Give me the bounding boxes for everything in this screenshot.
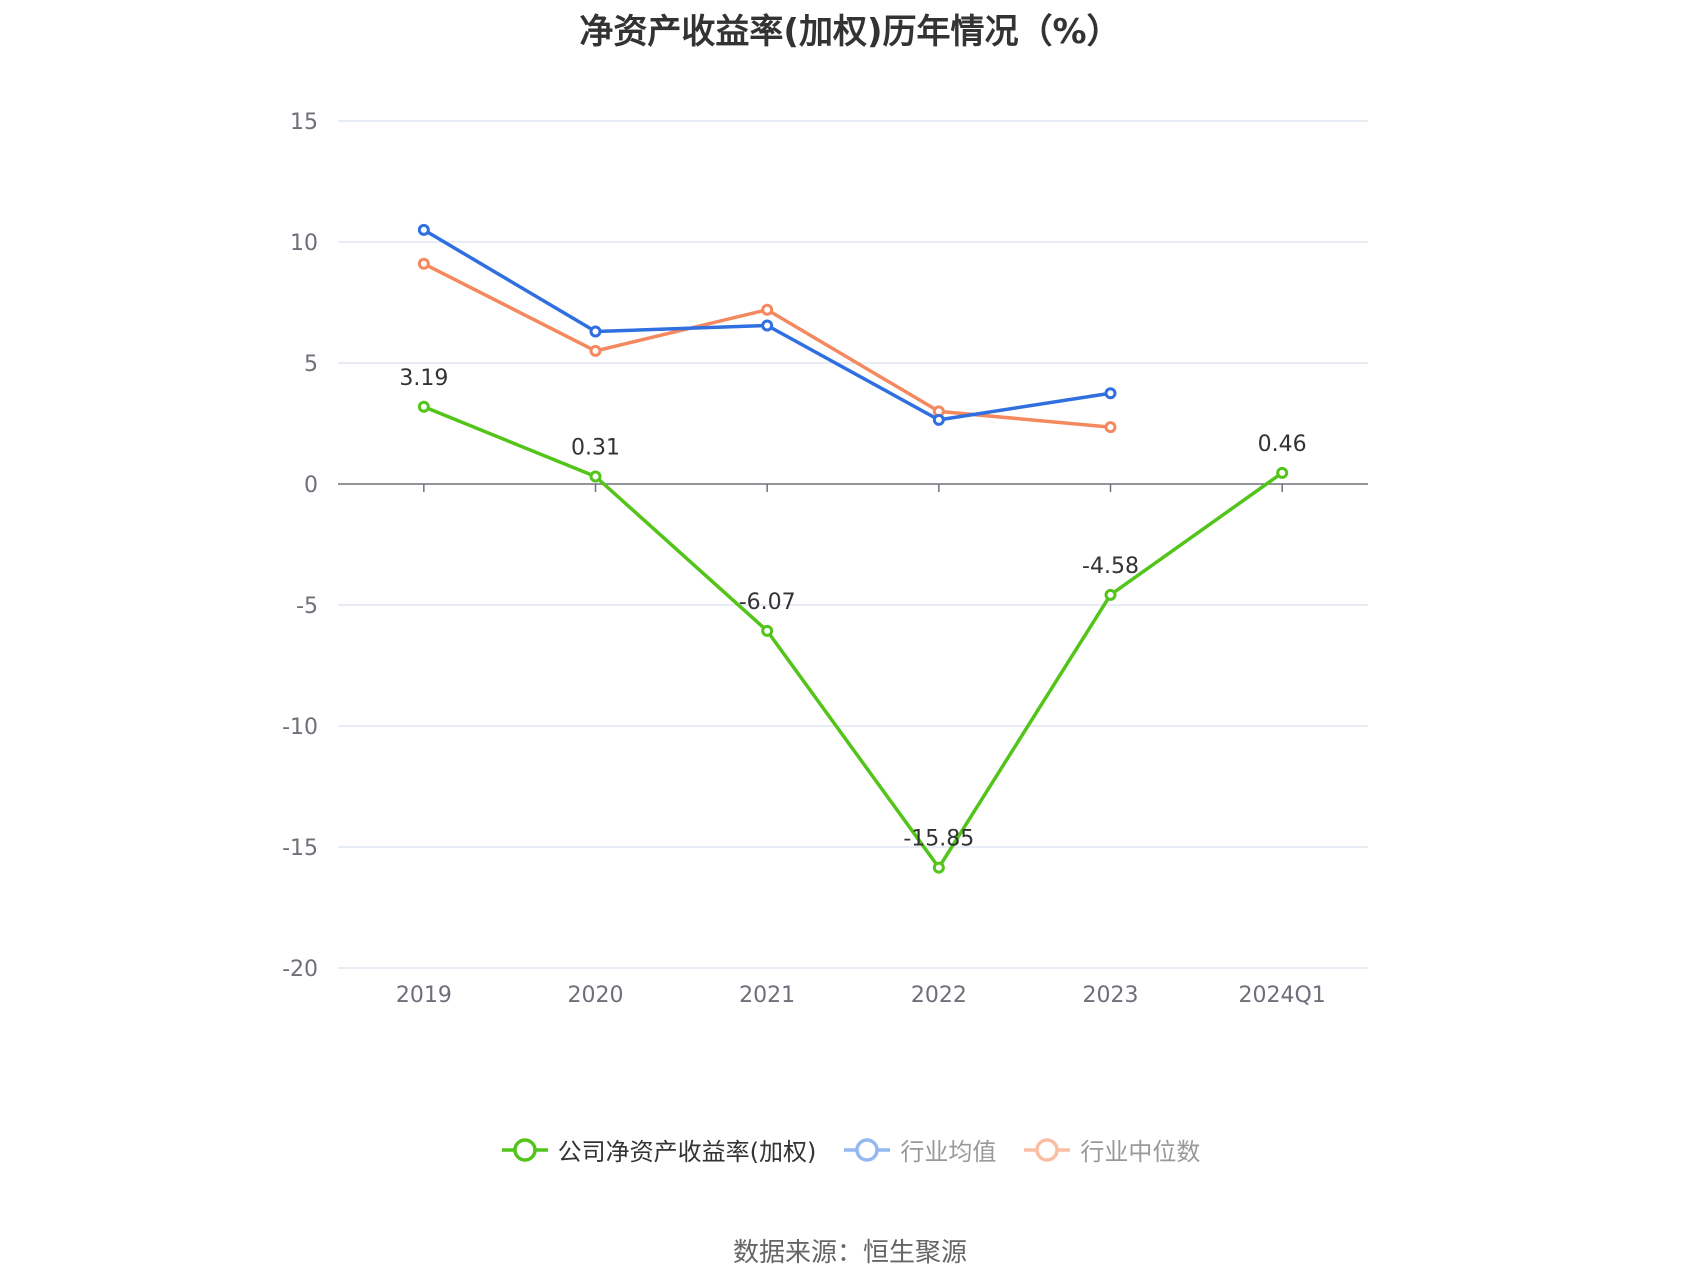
data-label: -15.85 xyxy=(903,827,974,852)
y-tick-label: -20 xyxy=(282,957,318,982)
legend-label: 公司净资产收益率(加权) xyxy=(557,1138,817,1166)
data-point[interactable] xyxy=(761,319,774,332)
y-tick-label: 10 xyxy=(290,231,318,256)
y-tick-label: -15 xyxy=(282,836,318,861)
legend-line-circle-icon xyxy=(844,1137,891,1162)
data-label: 3.19 xyxy=(399,366,448,391)
axis-layer: 15 10 5 0 -5 -10 -15 -20 2019 2020 2021 2022 2023 202… xyxy=(282,110,1368,1008)
legend-label: 行业均值 xyxy=(900,1138,997,1166)
data-point[interactable] xyxy=(589,344,602,357)
series-line xyxy=(423,405,1284,870)
legend-line-circle-icon xyxy=(501,1137,548,1162)
data-point[interactable] xyxy=(932,413,945,426)
x-tick-label: 2022 xyxy=(911,983,967,1008)
x-tick-label: 2019 xyxy=(396,983,452,1008)
legend-line-circle-icon xyxy=(1024,1137,1071,1162)
data-point[interactable] xyxy=(932,861,945,874)
y-tick-label: 5 xyxy=(304,352,318,377)
data-point[interactable] xyxy=(417,257,430,270)
data-label: -4.58 xyxy=(1082,554,1139,579)
legend-label: 行业中位数 xyxy=(1080,1138,1201,1166)
series-line xyxy=(423,262,1111,429)
y-tick-label: -5 xyxy=(296,594,318,619)
y-tick-label: 15 xyxy=(290,110,318,135)
x-tick-label: 2024Q1 xyxy=(1239,983,1326,1008)
label-layer: 3.19 0.31 -6.07 -15.85 -4.58 0.46 xyxy=(399,366,1306,852)
series-layer xyxy=(417,223,1289,874)
data-point[interactable] xyxy=(589,325,602,338)
data-point[interactable] xyxy=(589,470,602,483)
data-label: -6.07 xyxy=(739,590,796,615)
legend-item[interactable]: 公司净资产收益率(加权) xyxy=(500,1132,817,1167)
data-label: 0.31 xyxy=(571,435,620,460)
data-point[interactable] xyxy=(761,624,774,637)
legend-item[interactable]: 行业中位数 xyxy=(1022,1132,1200,1167)
data-point[interactable] xyxy=(1276,466,1289,479)
x-tick-label: 2023 xyxy=(1083,983,1139,1008)
legend-item[interactable]: 行业均值 xyxy=(842,1132,996,1167)
data-point[interactable] xyxy=(1104,387,1117,400)
grid-layer xyxy=(338,120,1368,969)
y-tick-label: -10 xyxy=(282,715,318,740)
legend: 公司净资产收益率(加权) 行业均值 行业中位数 xyxy=(0,1132,1700,1167)
x-tick-label: 2020 xyxy=(568,983,624,1008)
data-point[interactable] xyxy=(1104,421,1117,434)
data-label: 0.46 xyxy=(1258,432,1307,457)
x-tick-label: 2021 xyxy=(739,983,795,1008)
data-point[interactable] xyxy=(417,223,430,236)
y-tick-label: 0 xyxy=(304,473,318,498)
data-point[interactable] xyxy=(1104,588,1117,601)
data-source: 数据来源：恒生聚源 xyxy=(732,1238,967,1268)
data-point[interactable] xyxy=(417,400,430,413)
data-point[interactable] xyxy=(761,303,774,316)
chart-title: 净资产收益率(加权)历年情况（%） xyxy=(579,12,1121,52)
